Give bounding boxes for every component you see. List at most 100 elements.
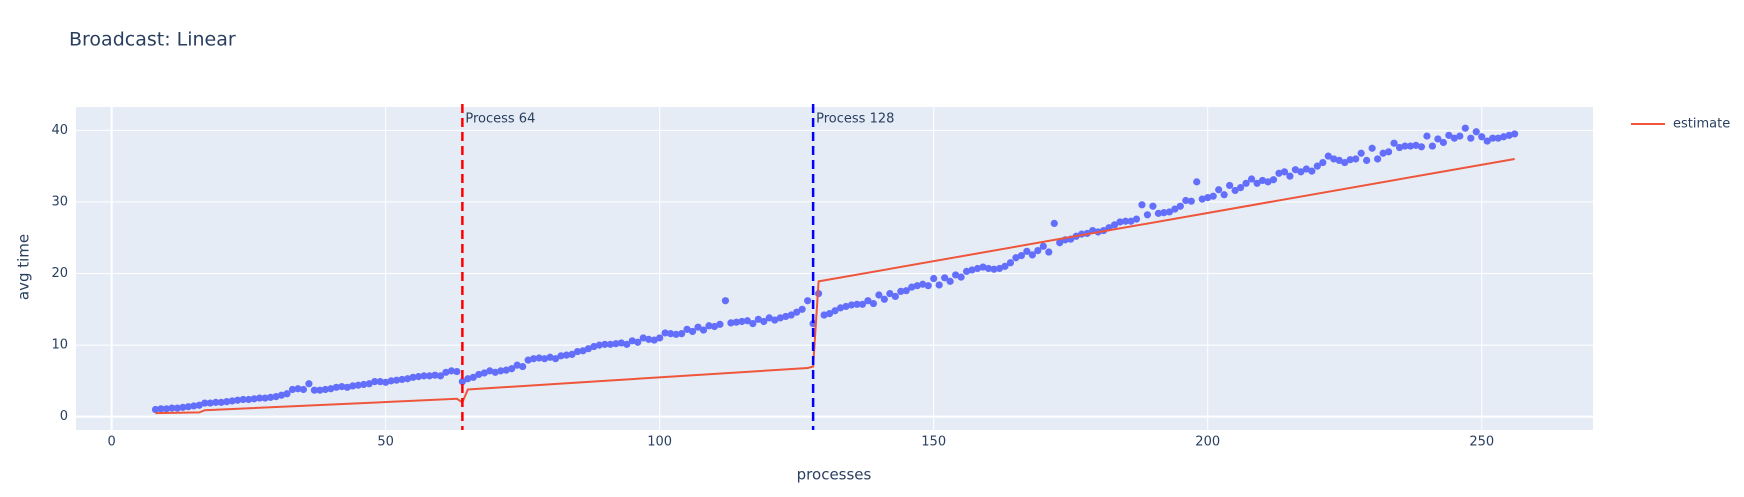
point xyxy=(151,405,160,414)
point xyxy=(595,341,603,349)
point xyxy=(694,323,702,331)
point xyxy=(261,394,269,402)
point xyxy=(1045,248,1053,256)
point xyxy=(557,352,565,360)
point xyxy=(376,378,384,386)
point xyxy=(667,330,675,338)
point xyxy=(606,340,614,348)
y-tick-label: 40 xyxy=(51,123,68,138)
point xyxy=(1313,162,1321,170)
point xyxy=(1160,209,1168,217)
point xyxy=(798,305,806,313)
point xyxy=(469,373,477,381)
point xyxy=(535,354,543,362)
point xyxy=(699,326,708,334)
point xyxy=(157,405,165,413)
point xyxy=(540,355,549,363)
point xyxy=(464,375,472,383)
point xyxy=(771,316,779,324)
point xyxy=(650,336,658,344)
point xyxy=(793,308,801,316)
point xyxy=(1346,156,1354,164)
point xyxy=(332,383,340,391)
point xyxy=(1401,142,1409,150)
point xyxy=(738,317,746,326)
point xyxy=(447,367,456,375)
point xyxy=(283,390,291,398)
point xyxy=(1357,149,1365,157)
point xyxy=(749,320,757,328)
point xyxy=(732,318,740,326)
point xyxy=(393,376,401,384)
y-tick-label: 10 xyxy=(51,338,68,353)
point xyxy=(1231,186,1239,195)
y-axis-title: avg time xyxy=(15,234,33,300)
point xyxy=(1456,132,1464,140)
point xyxy=(1154,209,1162,217)
point xyxy=(1269,176,1278,184)
vline-label: Process 128 xyxy=(816,112,894,127)
point xyxy=(310,386,319,394)
point xyxy=(1017,252,1025,260)
point xyxy=(1423,132,1431,140)
point xyxy=(716,320,724,328)
point xyxy=(387,377,395,385)
point xyxy=(727,319,735,327)
point xyxy=(1110,221,1119,229)
point xyxy=(831,307,839,315)
point xyxy=(1511,130,1519,138)
point xyxy=(1171,205,1179,213)
point xyxy=(924,282,932,290)
point xyxy=(1204,194,1212,202)
point xyxy=(1187,197,1195,205)
point xyxy=(1165,208,1173,216)
point xyxy=(1143,211,1152,219)
point xyxy=(513,361,521,369)
point xyxy=(1335,156,1343,165)
point xyxy=(1412,141,1420,149)
point xyxy=(1467,134,1475,142)
point xyxy=(1028,251,1036,259)
point xyxy=(343,383,351,391)
point xyxy=(266,393,275,401)
point xyxy=(212,398,220,406)
point xyxy=(316,386,324,394)
point xyxy=(425,372,434,380)
point xyxy=(179,403,187,411)
point xyxy=(1132,215,1141,223)
point xyxy=(1324,152,1332,160)
point xyxy=(634,338,642,346)
point xyxy=(579,347,587,355)
point xyxy=(1439,138,1447,147)
point xyxy=(995,264,1004,273)
point xyxy=(206,399,214,407)
point xyxy=(491,368,499,376)
point xyxy=(1039,242,1047,250)
vline-label: Process 64 xyxy=(465,112,535,127)
point xyxy=(677,330,686,338)
point xyxy=(403,375,412,383)
point xyxy=(935,281,943,289)
point xyxy=(277,391,286,399)
point xyxy=(710,322,719,331)
point xyxy=(952,271,960,279)
point xyxy=(1363,156,1371,165)
point xyxy=(1368,144,1376,152)
point xyxy=(360,380,368,389)
x-tick-label: 250 xyxy=(1469,435,1494,450)
point xyxy=(568,350,576,359)
point xyxy=(1500,133,1508,141)
point xyxy=(1302,165,1310,173)
point xyxy=(1138,201,1146,209)
point xyxy=(919,280,927,288)
point xyxy=(228,397,236,405)
point xyxy=(1352,155,1360,163)
point xyxy=(1478,133,1486,141)
point xyxy=(475,370,483,379)
point xyxy=(590,342,598,351)
point xyxy=(1374,155,1382,163)
x-tick-label: 200 xyxy=(1195,435,1220,450)
point xyxy=(1226,181,1234,190)
point xyxy=(962,267,971,275)
